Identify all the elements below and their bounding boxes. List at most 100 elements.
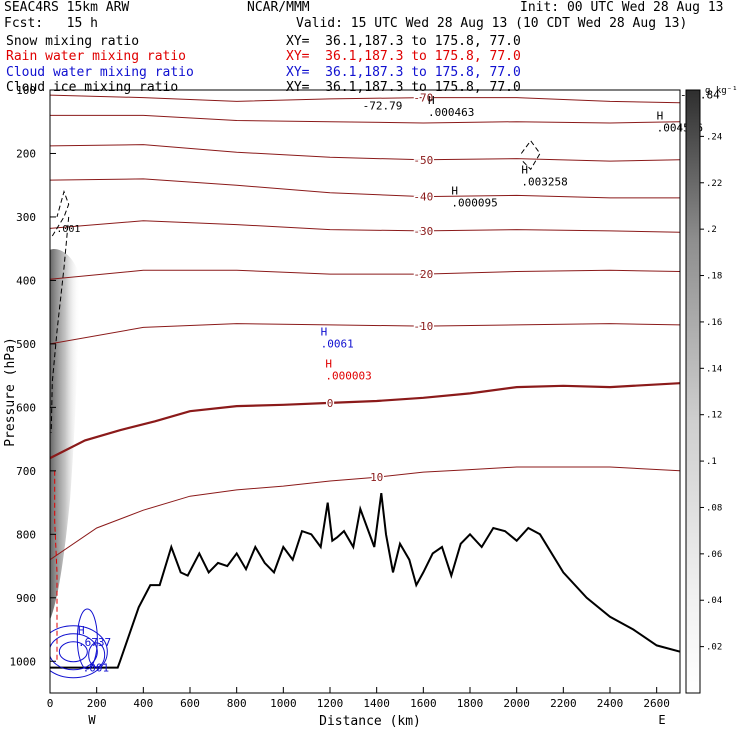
x-tick-label: 2600 [643, 697, 670, 710]
y-tick-label: 1000 [10, 655, 37, 668]
colorbar-tick-label: .16 [706, 318, 722, 328]
temperature-contour [50, 269, 680, 280]
colorbar-tick-label: .04 [706, 596, 722, 606]
colorbar-tick-label: .1 [706, 457, 717, 467]
maximum-value: .0061 [321, 338, 354, 351]
colorbar-tick-label: .12 [706, 411, 722, 421]
y-tick-label: 300 [16, 211, 36, 224]
valid-time: Valid: 15 UTC Wed 28 Aug 13 (10 CDT Wed … [296, 16, 688, 31]
x-tick-label: 1600 [410, 697, 437, 710]
x-tick-label: 2200 [550, 697, 577, 710]
y-tick-label: 700 [16, 465, 36, 478]
field-xy-rain: XY= 36.1,187.3 to 175.8, 77.0 [286, 49, 521, 64]
x-tick-label: 1800 [457, 697, 484, 710]
temperature-contour [50, 114, 680, 124]
x-tick-label: 2400 [597, 697, 624, 710]
plot-frame [49, 89, 681, 694]
mixing-ratio-contour [520, 139, 541, 171]
maximum-marker: H [325, 357, 332, 370]
cloud-ice-shading [50, 249, 81, 621]
x-tick-label: 0 [47, 697, 54, 710]
maximum-value: -72.79 [363, 100, 403, 113]
colorbar-tick-label: .2 [706, 225, 717, 235]
x-tick-label: 1200 [317, 697, 344, 710]
east-end-label: E [658, 713, 665, 727]
maximum-value: .001 [83, 661, 110, 674]
maximum-marker: H [321, 326, 328, 339]
maximum-value: .003258 [521, 176, 567, 189]
colorbar-tick-label: .14 [706, 364, 722, 374]
maximum-value: .000003 [325, 369, 371, 382]
field-xy-cloud-ice: XY= 36.1,187.3 to 175.8, 77.0 [286, 80, 521, 95]
contour-label: -10 [413, 320, 433, 333]
colorbar-tick-label: .22 [706, 179, 722, 189]
field-xy-snow: XY= 36.1,187.3 to 175.8, 77.0 [286, 34, 521, 49]
contour-label: -30 [413, 225, 433, 238]
maximum-marker: H [78, 624, 85, 637]
contour-label: -20 [413, 268, 433, 281]
field-label-cloud-ice: Cloud ice mixing ratio [6, 80, 179, 95]
cloud-water-contour [58, 641, 88, 663]
contour-label: -50 [413, 154, 433, 167]
field-label-rain: Rain water mixing ratio [6, 49, 187, 64]
maximum-marker: H [657, 110, 664, 123]
cloud-water-contour [50, 625, 108, 679]
org-title: NCAR/MMM [247, 0, 310, 15]
x-tick-label: 400 [133, 697, 153, 710]
terrain-line [50, 492, 680, 669]
y-tick-label: 200 [16, 147, 36, 160]
init-time: Init: 00 UTC Wed 28 Aug 13 [520, 0, 724, 15]
x-tick-label: 1400 [363, 697, 390, 710]
x-tick-label: 200 [87, 697, 107, 710]
mixing-ratio-label: .001 [56, 224, 80, 235]
maximum-marker: H [428, 94, 435, 107]
cloud-water-contour [76, 608, 98, 670]
temperature-contour [50, 220, 680, 233]
temperature-contour [50, 382, 680, 460]
temperature-contour [50, 323, 680, 345]
forecast-hour: Fcst: 15 h [4, 16, 98, 31]
y-tick-label: 500 [16, 338, 36, 351]
contour-label: -70 [413, 92, 433, 105]
field-label-snow: Snow mixing ratio [6, 34, 140, 49]
maximum-marker: H [451, 185, 458, 198]
colorbar-tick-label: .06 [706, 550, 722, 560]
cloud-water-contour [50, 633, 98, 671]
x-axis-label: Distance (km) [319, 714, 421, 729]
cloud-water-contour [88, 642, 106, 668]
y-tick-label: 100 [16, 84, 36, 97]
x-tick-label: 1000 [270, 697, 297, 710]
y-tick-label: 400 [16, 274, 36, 287]
maximum-value: .000463 [428, 106, 474, 119]
field-xy-cloud-water: XY= 36.1,187.3 to 175.8, 77.0 [286, 65, 521, 80]
field-label-cloud-water: Cloud water mixing ratio [6, 65, 194, 80]
colorbar-tick-label: .24 [706, 132, 722, 142]
colorbar-tick-label: .08 [706, 503, 722, 513]
y-tick-label: 900 [16, 592, 36, 605]
y-axis-label: Pressure (hPa) [3, 337, 18, 447]
x-tick-label: 600 [180, 697, 200, 710]
temperature-contour [50, 94, 680, 104]
mixing-ratio-contour [51, 189, 70, 237]
contour-label: 10 [370, 471, 383, 484]
contour-label: -40 [413, 191, 433, 204]
temperature-contour [50, 466, 680, 561]
temperature-contour [50, 144, 680, 162]
maximum-value: .000095 [451, 197, 497, 210]
x-tick-label: 800 [227, 697, 247, 710]
contour-label: 0 [327, 397, 334, 410]
west-end-label: W [88, 713, 96, 727]
y-tick-label: 600 [16, 401, 36, 414]
mixing-ratio-contour [50, 216, 70, 433]
colorbar [685, 89, 701, 694]
mixing-ratio-contour [54, 470, 58, 662]
maximum-marker: H [521, 164, 528, 177]
x-tick-label: 2000 [503, 697, 530, 710]
colorbar-unit: g kg⁻¹ [705, 86, 738, 96]
colorbar-tick-label: .02 [706, 643, 722, 653]
colorbar-tick-label: .18 [706, 272, 722, 282]
model-title: SEAC4RS 15km ARW [4, 0, 130, 15]
y-tick-label: 800 [16, 528, 36, 541]
temperature-contour [50, 178, 680, 199]
